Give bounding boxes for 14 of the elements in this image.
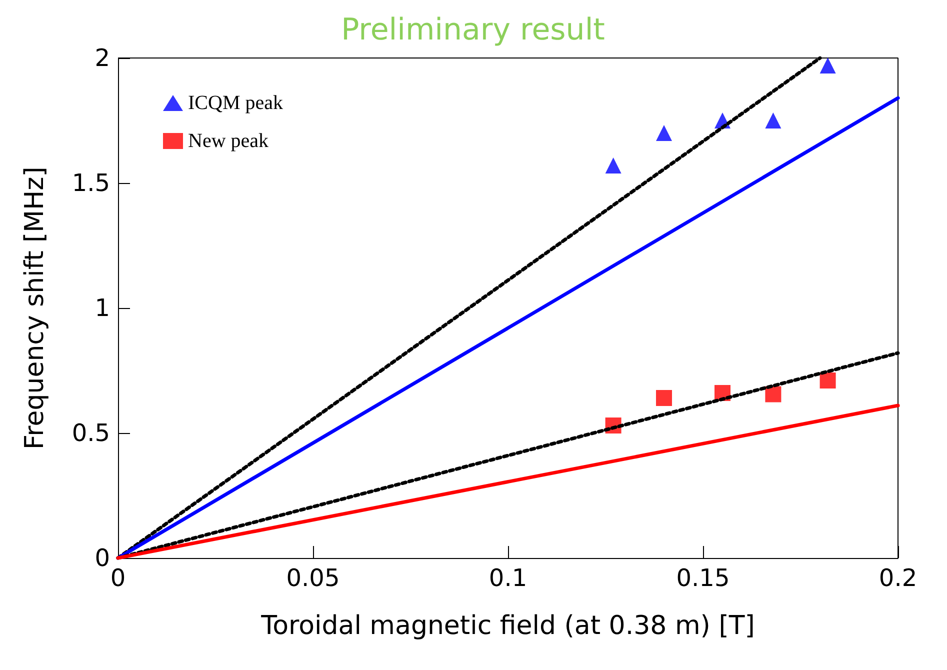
- x-tick-label: 0.05: [286, 564, 340, 592]
- y-axis-title: Frequency shift [MHz]: [20, 166, 50, 450]
- x-tick-label: 0.1: [488, 564, 528, 592]
- x-axis-title: Toroidal magnetic field (at 0.38 m) [T]: [260, 611, 755, 641]
- chart-title: Preliminary result: [341, 12, 606, 48]
- y-tick-label: 1: [94, 294, 110, 322]
- x-tick-label: 0.15: [676, 564, 730, 592]
- y-tick-label: 0: [94, 544, 110, 572]
- y-tick-label: 0.5: [72, 419, 110, 447]
- legend-label: New peak: [188, 130, 269, 152]
- x-tick-label: 0.2: [878, 564, 918, 592]
- legend-label: ICQM peak: [188, 92, 283, 114]
- y-tick-label: 2: [94, 44, 110, 72]
- y-tick-label: 1.5: [72, 169, 110, 197]
